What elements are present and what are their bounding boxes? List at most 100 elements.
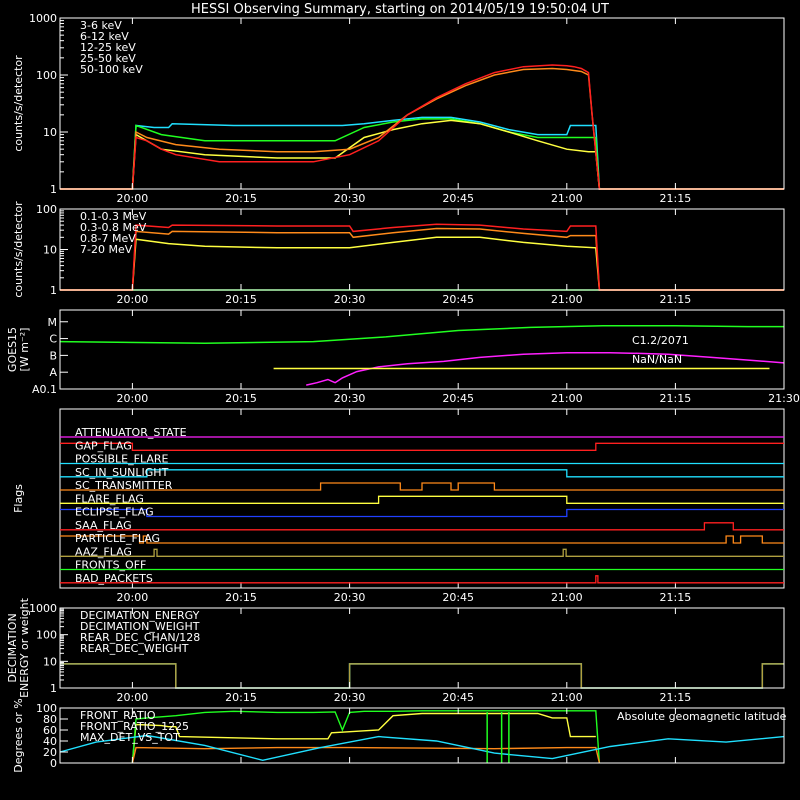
lo-energy-legend-entry: 50-100 keV bbox=[80, 63, 143, 76]
ratios-ytick-label: 60 bbox=[43, 724, 57, 737]
decimation-legend-entry: DECIMATION_ENERGY bbox=[80, 609, 200, 622]
goes-xtick-label: 20:15 bbox=[225, 392, 257, 405]
decimation-ytick-label: 1000 bbox=[29, 602, 57, 615]
hi-energy-xtick-label: 20:00 bbox=[117, 293, 149, 306]
goes-xtick-label: 20:30 bbox=[334, 392, 366, 405]
decimation-ytick-label: 10 bbox=[43, 655, 57, 668]
hi-energy-legend-entry: 0.1-0.3 MeV bbox=[80, 210, 147, 223]
decimation-xtick-label: 20:00 bbox=[117, 691, 149, 704]
ratios-ylabel: Degrees or % bbox=[12, 698, 25, 772]
flags-xtick-label: 21:15 bbox=[660, 591, 692, 604]
flags-ylabel: Flags bbox=[12, 484, 25, 513]
goes-xtick-label: 21:15 bbox=[660, 392, 692, 405]
ratio-series-line bbox=[131, 712, 596, 764]
goes-xtick-label: 20:00 bbox=[117, 392, 149, 405]
flag-label: GAP_FLAG bbox=[75, 439, 132, 452]
goes-xtick-label: 20:45 bbox=[442, 392, 474, 405]
hi-energy-ytick-label: 1 bbox=[50, 284, 57, 297]
flag-label: SC_TRANSMITTER bbox=[75, 479, 173, 492]
flags-xtick-label: 20:45 bbox=[442, 591, 474, 604]
flag-series-line bbox=[60, 508, 784, 518]
hi-energy-frame bbox=[59, 208, 785, 291]
flag-label: PARTICLE_FLAG bbox=[75, 532, 160, 545]
flags-xtick-label: 20:30 bbox=[334, 591, 366, 604]
hi-energy-ytick-label: 100 bbox=[36, 203, 57, 216]
flag-label: ECLIPSE_FLAG bbox=[75, 506, 154, 519]
flag-label: BAD_PACKETS bbox=[75, 572, 153, 585]
decimation-xtick-label: 20:15 bbox=[225, 691, 257, 704]
flags-frame bbox=[59, 408, 785, 589]
flag-series-line bbox=[60, 535, 784, 544]
lo-energy-series-line bbox=[60, 64, 784, 190]
ratios-frame bbox=[59, 707, 785, 764]
goes-xtick-label: 21:30 bbox=[768, 392, 800, 405]
flag-label: FRONTS_OFF bbox=[75, 559, 146, 572]
lo-energy-xtick-label: 21:00 bbox=[551, 192, 583, 205]
decimation-ylabel: ENERGY or weight bbox=[18, 597, 31, 697]
hi-energy-legend-entry: 0.8-7 MeV bbox=[80, 232, 136, 245]
lo-energy-legend-entry: 25-50 keV bbox=[80, 52, 136, 65]
lo-energy-series-line bbox=[60, 67, 784, 190]
lo-energy-frame bbox=[59, 17, 785, 190]
lo-energy-xtick-label: 21:15 bbox=[660, 192, 692, 205]
flag-series-line bbox=[60, 522, 784, 531]
goes-series-line bbox=[59, 325, 784, 344]
lo-energy-ytick-label: 10 bbox=[43, 126, 57, 139]
lo-energy-legend-entry: 12-25 keV bbox=[80, 41, 136, 54]
flag-label: SAA_FLAG bbox=[75, 519, 132, 532]
hi-energy-series-line bbox=[60, 223, 784, 291]
hi-energy-xtick-label: 20:15 bbox=[225, 293, 257, 306]
ratios-ytick-label: 80 bbox=[43, 713, 57, 726]
decimation-frame bbox=[59, 607, 785, 689]
lo-energy-legend-entry: 3-6 keV bbox=[80, 19, 122, 32]
hi-energy-series-line bbox=[60, 227, 784, 291]
ratios-ytick-label: 0 bbox=[50, 757, 57, 770]
goes-ytick-label: C bbox=[49, 333, 57, 346]
flag-label: AAZ_FLAG bbox=[75, 545, 132, 558]
flag-series-line bbox=[60, 469, 784, 478]
flag-label: FLARE_FLAG bbox=[75, 492, 144, 505]
decimation-ylabel: DECIMATION bbox=[6, 613, 19, 682]
flag-series-line bbox=[60, 575, 784, 584]
flag-series-line bbox=[60, 442, 784, 451]
lo-energy-ytick-label: 1000 bbox=[29, 12, 57, 25]
ratios-ytick-label: 40 bbox=[43, 735, 57, 748]
lo-energy-legend-entry: 6-12 keV bbox=[80, 30, 129, 43]
flags-xtick-label: 20:00 bbox=[117, 591, 149, 604]
flag-series-line bbox=[60, 482, 784, 491]
decimation-xtick-label: 20:30 bbox=[334, 691, 366, 704]
hi-energy-legend-entry: 0.3-0.8 MeV bbox=[80, 221, 147, 234]
ratios-legend-entry: FRONT_RATIO bbox=[80, 709, 156, 722]
lo-energy-xtick-label: 20:30 bbox=[334, 192, 366, 205]
hi-energy-xtick-label: 20:30 bbox=[334, 293, 366, 306]
goes-annotation-class: C1.2/2071 bbox=[632, 334, 689, 347]
flags-xtick-label: 20:15 bbox=[225, 591, 257, 604]
goes-ytick-label: B bbox=[49, 349, 57, 362]
decimation-series-line bbox=[60, 663, 784, 689]
goes-ytick-label: M bbox=[48, 316, 58, 329]
hi-energy-ylabel: counts/s/detector bbox=[12, 201, 25, 298]
ratios-legend-entry: FRONT_RATIO_1225 bbox=[80, 720, 189, 733]
decimation-ytick-label: 1 bbox=[50, 682, 57, 695]
ratios-right-label: Absolute geomagnetic latitude bbox=[617, 710, 787, 723]
goes-series-line bbox=[306, 351, 785, 386]
hi-energy-xtick-label: 20:45 bbox=[442, 293, 474, 306]
flag-series-line bbox=[60, 495, 784, 504]
lo-energy-xtick-label: 20:45 bbox=[442, 192, 474, 205]
hi-energy-ytick-label: 10 bbox=[43, 244, 57, 257]
flag-series-line bbox=[60, 548, 784, 557]
hi-energy-xtick-label: 21:00 bbox=[551, 293, 583, 306]
goes-annotation-ratio: NaN/NaN bbox=[632, 353, 682, 366]
lo-energy-ylabel: counts/s/detector bbox=[12, 55, 25, 152]
lo-energy-series-line bbox=[60, 116, 784, 190]
flag-label: ATTENUATOR_STATE bbox=[75, 426, 187, 439]
goes-xtick-label: 21:00 bbox=[551, 392, 583, 405]
flags-xtick-label: 21:00 bbox=[551, 591, 583, 604]
hi-energy-legend-entry: 7-20 MeV bbox=[80, 243, 133, 256]
ratios-ytick-label: 20 bbox=[43, 746, 57, 759]
lo-energy-xtick-label: 20:00 bbox=[117, 192, 149, 205]
decimation-legend-entry: DECIMATION_WEIGHT bbox=[80, 620, 200, 633]
goes-ytick-label: A0.1 bbox=[32, 383, 57, 396]
